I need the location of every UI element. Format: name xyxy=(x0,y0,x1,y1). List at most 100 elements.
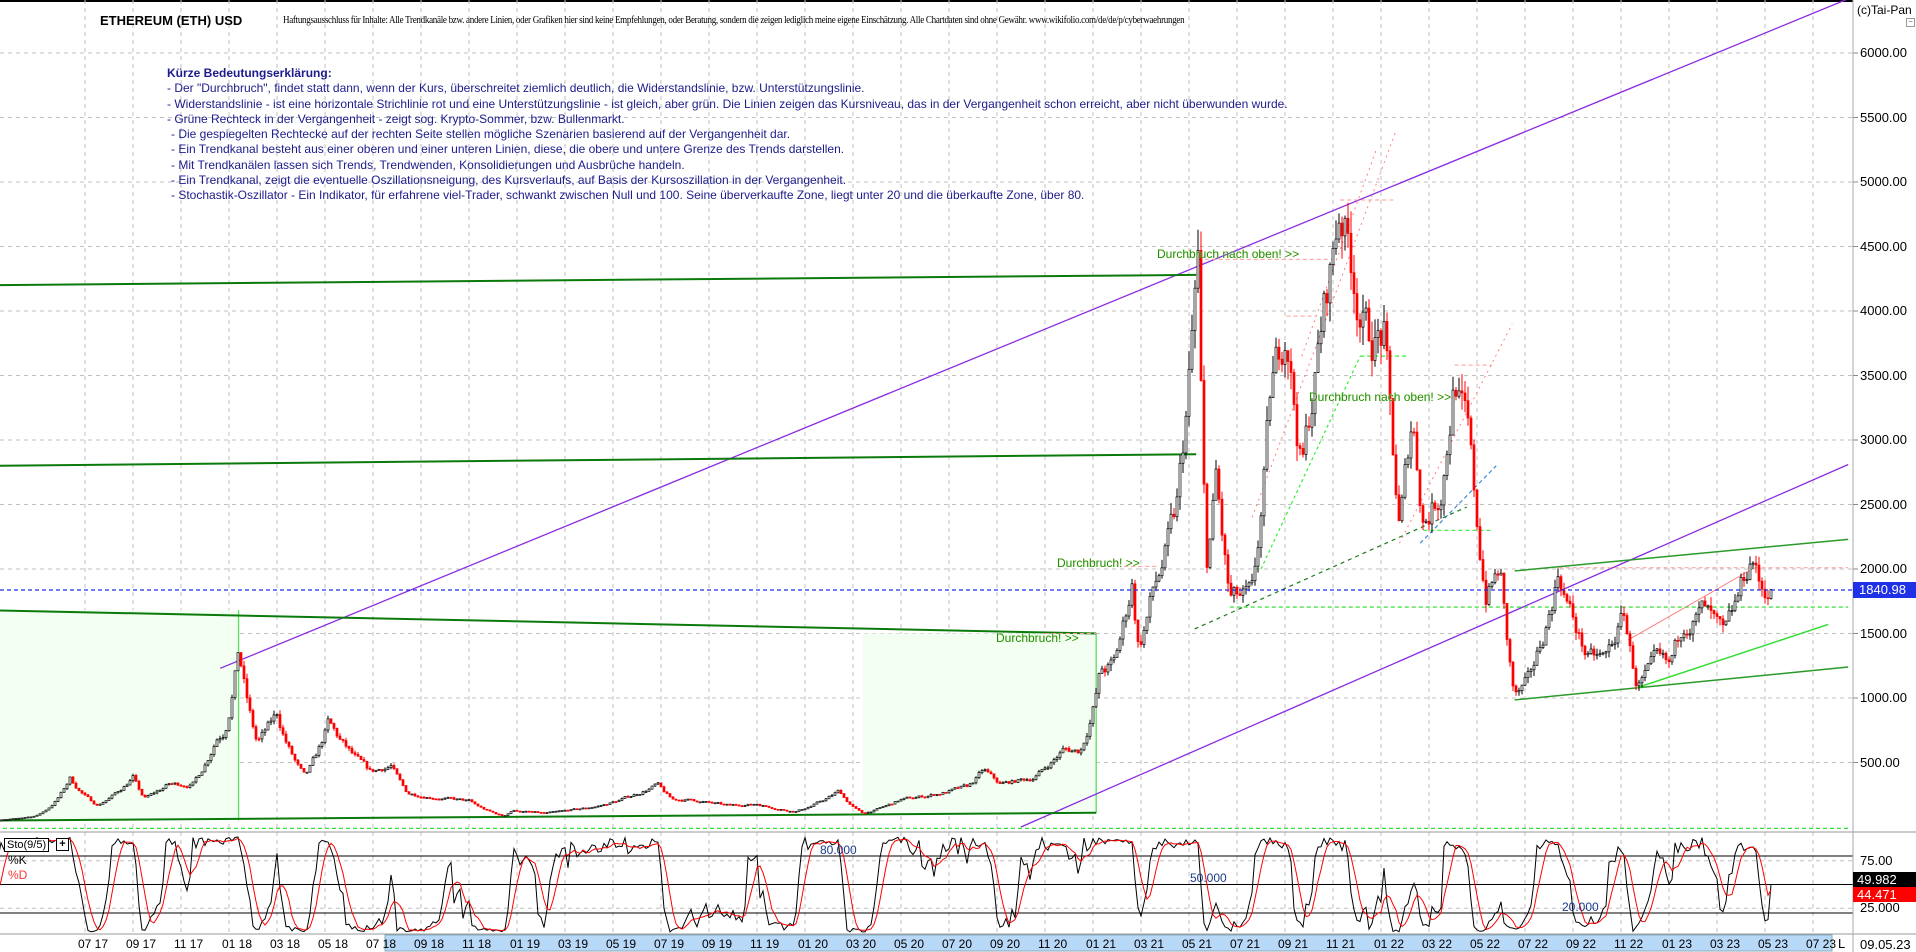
candle-up xyxy=(308,764,312,773)
candle-up xyxy=(572,808,576,811)
candle-up xyxy=(1142,630,1146,645)
candle-up xyxy=(1649,656,1653,665)
candle-up xyxy=(443,797,447,800)
candle-up xyxy=(899,799,903,802)
candle-up xyxy=(620,798,624,801)
candle-up xyxy=(887,803,891,806)
x-tick-label: 01 18 xyxy=(222,937,253,951)
candle-up xyxy=(1673,639,1677,656)
candle-up xyxy=(62,788,66,793)
candle-up xyxy=(1043,767,1047,770)
candle-down xyxy=(776,808,780,811)
candle-down xyxy=(1238,593,1242,596)
candle-up xyxy=(1529,669,1533,672)
candle-up xyxy=(1112,657,1116,661)
candle-up xyxy=(1004,781,1008,784)
candle-down xyxy=(290,745,294,755)
candle-down xyxy=(1028,779,1032,782)
candle-down xyxy=(665,791,669,794)
add-indicator-button[interactable]: + xyxy=(56,838,69,851)
candle-down xyxy=(923,796,927,799)
x-tick-label: 03 22 xyxy=(1422,937,1453,951)
candle-up xyxy=(1430,502,1434,525)
candle-up xyxy=(167,783,171,785)
candle-down xyxy=(398,773,402,781)
candle-up xyxy=(1610,644,1614,646)
candle-up xyxy=(389,765,393,768)
price-axis-ticks xyxy=(1853,52,1858,763)
collapse-icon[interactable]: − xyxy=(1906,18,1915,27)
candle-down xyxy=(1202,380,1206,485)
candle-down xyxy=(1229,582,1233,596)
candle-up xyxy=(1646,663,1650,671)
candle-down xyxy=(77,787,81,791)
candle-down xyxy=(1511,661,1515,687)
candle-up xyxy=(224,730,228,739)
copyright: (c)Tai-Pan xyxy=(1857,3,1912,17)
candle-up xyxy=(1694,613,1698,622)
candle-down xyxy=(1505,603,1509,640)
candle-down xyxy=(1469,417,1473,446)
time-axis-visible-range[interactable] xyxy=(384,934,1833,952)
candle-up xyxy=(116,791,120,794)
candle-up xyxy=(779,809,783,811)
candle-up xyxy=(236,652,240,672)
candle-up xyxy=(1196,250,1200,289)
candle-up xyxy=(152,792,156,795)
candle-down xyxy=(542,812,546,814)
candle-down xyxy=(479,805,483,808)
dotted-rise-3 xyxy=(1398,323,1513,544)
candle-down xyxy=(302,767,306,773)
candle-down xyxy=(1721,618,1725,626)
candle-up xyxy=(1256,547,1260,567)
x-tick-label: 03 20 xyxy=(846,937,877,951)
current-date: 09.05.23 xyxy=(1860,937,1911,952)
candle-up xyxy=(56,797,60,802)
candle-up xyxy=(593,806,597,809)
candle-up xyxy=(188,784,192,788)
candle-up xyxy=(1178,462,1182,498)
candle-down xyxy=(1358,319,1362,328)
candle-down xyxy=(434,798,438,801)
candle-up xyxy=(323,729,327,743)
candle-down xyxy=(1574,616,1578,633)
candle-down xyxy=(1205,483,1209,568)
candle-up xyxy=(383,768,387,772)
candle-up xyxy=(1661,652,1665,655)
candle-up xyxy=(1403,464,1407,498)
candle-down xyxy=(995,777,999,783)
log-scale-button[interactable]: L xyxy=(1838,936,1846,951)
candle-up xyxy=(1010,780,1014,784)
candle-up xyxy=(1613,642,1617,645)
candle-down xyxy=(494,811,498,815)
candle-down xyxy=(1571,603,1575,618)
candle-down xyxy=(356,754,360,757)
candle-up xyxy=(746,803,750,806)
x-tick-label: 01 20 xyxy=(798,937,829,951)
level-50-label: 50.000 xyxy=(1190,871,1227,885)
candle-down xyxy=(92,800,96,805)
candle-up xyxy=(1232,586,1236,596)
candle-up xyxy=(1100,668,1104,674)
x-tick-label: 01 22 xyxy=(1374,937,1405,951)
candle-up xyxy=(158,789,162,792)
candle-down xyxy=(1307,425,1311,428)
candle-down xyxy=(296,759,300,765)
candle-up xyxy=(1313,372,1317,415)
candle-down xyxy=(1412,431,1416,434)
candle-up xyxy=(425,797,429,799)
candle-up xyxy=(1211,499,1215,540)
candle-up xyxy=(1769,589,1773,600)
candle-up xyxy=(260,731,264,740)
candle-up xyxy=(866,811,870,814)
candle-down xyxy=(299,763,303,769)
candle-up xyxy=(1166,528,1170,547)
candle-up xyxy=(641,791,645,795)
oscillator-name[interactable]: Sto(9/5) xyxy=(4,838,50,852)
candle-up xyxy=(44,809,48,813)
candle-up xyxy=(1445,454,1449,476)
candle-up xyxy=(803,808,807,811)
candle-up xyxy=(41,811,45,815)
candle-up xyxy=(1616,626,1620,644)
candle-up xyxy=(1745,579,1749,581)
